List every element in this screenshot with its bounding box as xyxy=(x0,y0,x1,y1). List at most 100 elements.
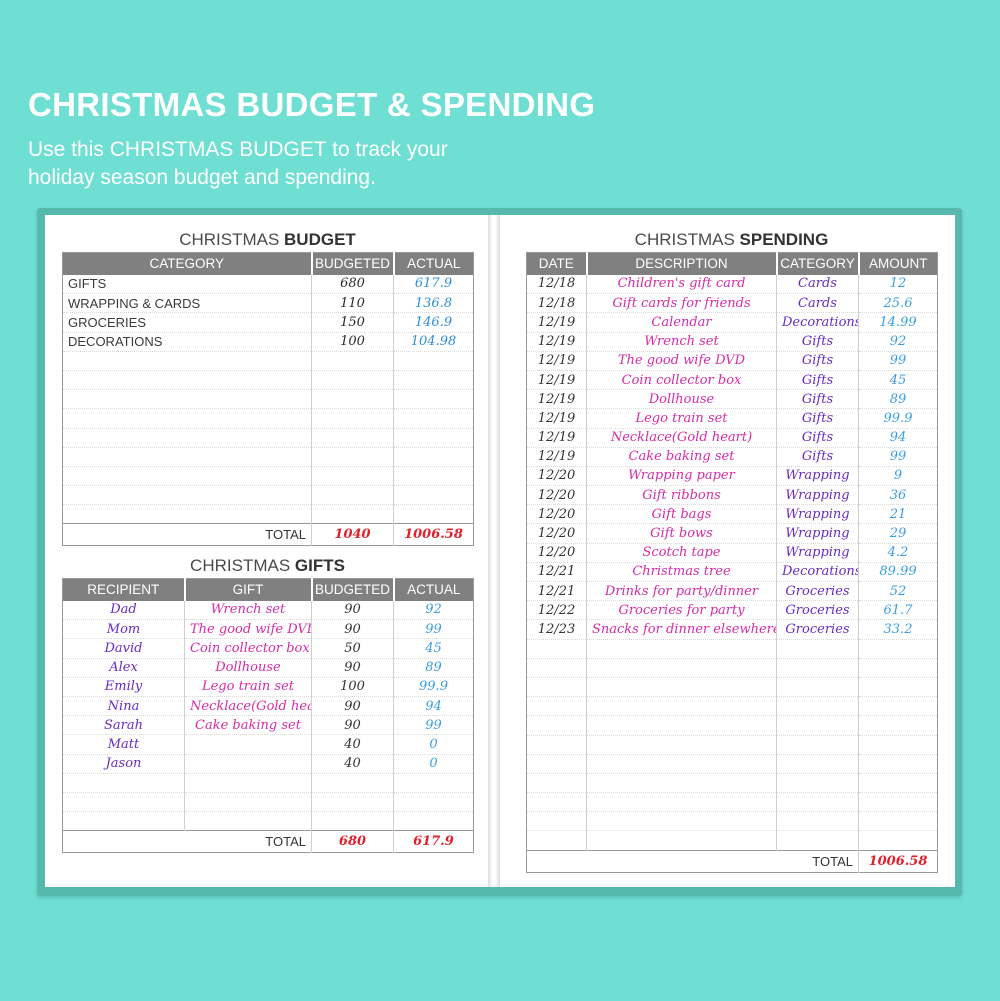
empty-cell xyxy=(526,830,587,851)
gift-item: Cake baking set xyxy=(184,715,312,736)
spending-title-prefix: CHRISTMAS xyxy=(634,230,740,249)
empty-cell xyxy=(62,408,312,429)
spending-category: Wrapping xyxy=(776,523,859,544)
spending-description: Dollhouse xyxy=(586,389,777,410)
empty-cell xyxy=(393,504,474,525)
empty-row xyxy=(62,408,474,429)
spending-description: Drinks for party/dinner xyxy=(586,581,777,602)
spending-description: Cake baking set xyxy=(586,447,777,467)
page-subtitle: Use this CHRISTMAS BUDGET to track your … xyxy=(28,136,548,192)
empty-cell xyxy=(393,773,474,793)
gift-item xyxy=(184,754,312,774)
spending-category: Gifts xyxy=(776,370,859,391)
gift-recipient: Alex xyxy=(62,658,185,678)
spending-date: 12/22 xyxy=(526,600,587,621)
spending-amount: 94 xyxy=(858,428,938,448)
empty-cell xyxy=(311,773,394,793)
gift-budgeted: 40 xyxy=(311,734,394,755)
spending-category: Gifts xyxy=(776,447,859,467)
spending-description: The good wife DVD xyxy=(586,351,777,371)
gift-actual: 99.9 xyxy=(393,677,474,697)
empty-cell xyxy=(586,754,777,774)
spending-date: 12/20 xyxy=(526,504,587,525)
empty-cell xyxy=(858,639,938,659)
spending-category: Wrapping xyxy=(776,543,859,563)
empty-cell xyxy=(586,830,777,851)
spending-description: Children's gift card xyxy=(586,274,777,295)
table-row: 12/22 Groceries for party Groceries 61.7 xyxy=(526,600,938,621)
table-row: 12/20 Scotch tape Wrapping 4.2 xyxy=(526,543,938,563)
spending-category: Wrapping xyxy=(776,485,859,506)
empty-cell xyxy=(776,677,859,698)
empty-cell xyxy=(184,811,312,832)
empty-cell xyxy=(858,773,938,794)
spending-amount: 99 xyxy=(858,447,938,467)
table-row: 12/19 Necklace(Gold heart) Gifts 94 xyxy=(526,428,938,448)
empty-cell xyxy=(586,792,777,813)
table-row: 12/18 Children's gift card Cards 12 xyxy=(526,274,938,295)
empty-cell xyxy=(776,773,859,794)
total-row: TOTAL 1006.58 xyxy=(526,849,938,873)
gift-budgeted: 90 xyxy=(311,658,394,678)
spending-date: 12/20 xyxy=(526,466,587,487)
table-header-row: DATE DESCRIPTION CATEGORY AMOUNT xyxy=(526,252,938,275)
empty-cell xyxy=(858,696,938,717)
table-row: 12/19 Lego train set Gifts 99.9 xyxy=(526,408,938,429)
empty-cell xyxy=(62,351,312,371)
empty-cell xyxy=(776,658,859,678)
spending-description: Calendar xyxy=(586,312,777,333)
empty-row xyxy=(62,351,474,371)
gift-actual: 99 xyxy=(393,715,474,736)
empty-cell xyxy=(393,351,474,371)
gifts-title-prefix: CHRISTMAS xyxy=(190,556,295,575)
spending-amount: 99 xyxy=(858,351,938,371)
spending-category: Gifts xyxy=(776,389,859,410)
empty-cell xyxy=(393,792,474,813)
budget-actual: 146.9 xyxy=(393,312,474,333)
empty-cell xyxy=(858,830,938,851)
empty-cell xyxy=(526,639,587,659)
spending-description: Coin collector box xyxy=(586,370,777,391)
empty-cell xyxy=(62,792,185,813)
total-label: TOTAL xyxy=(62,830,312,853)
spending-date: 12/20 xyxy=(526,523,587,544)
column-header: BUDGETED xyxy=(311,252,395,275)
empty-cell xyxy=(62,370,312,391)
gift-recipient: Mom xyxy=(62,619,185,640)
empty-row xyxy=(62,466,474,487)
spending-amount: 4.2 xyxy=(858,543,938,563)
table-row: GROCERIES 150 146.9 xyxy=(62,312,474,333)
gift-item xyxy=(184,734,312,755)
table-row: 12/21 Drinks for party/dinner Groceries 52 xyxy=(526,581,938,602)
empty-row xyxy=(526,715,938,736)
empty-cell xyxy=(393,370,474,391)
gift-actual: 99 xyxy=(393,619,474,640)
total-budgeted: 1040 xyxy=(311,523,394,546)
spending-amount: 89 xyxy=(858,389,938,410)
empty-cell xyxy=(858,792,938,813)
empty-cell xyxy=(858,735,938,755)
spending-category: Wrapping xyxy=(776,466,859,487)
gift-recipient: Emily xyxy=(62,677,185,697)
gifts-title: CHRISTMAS GIFTS xyxy=(62,556,473,576)
empty-cell xyxy=(586,677,777,698)
budget-actual: 617.9 xyxy=(393,274,474,295)
empty-cell xyxy=(526,715,587,736)
empty-cell xyxy=(62,773,185,793)
empty-cell xyxy=(62,428,312,448)
total-actual: 617.9 xyxy=(393,830,474,853)
table-row: Alex Dollhouse 90 89 xyxy=(62,658,474,678)
budget-category: GROCERIES xyxy=(62,312,312,333)
gift-recipient: Sarah xyxy=(62,715,185,736)
empty-cell xyxy=(586,735,777,755)
table-row: 12/20 Wrapping paper Wrapping 9 xyxy=(526,466,938,487)
spending-date: 12/19 xyxy=(526,389,587,410)
spending-date: 12/19 xyxy=(526,351,587,371)
gift-item: Coin collector box xyxy=(184,638,312,659)
spending-category: Gifts xyxy=(776,428,859,448)
gift-item: Wrench set xyxy=(184,600,312,621)
empty-row xyxy=(526,830,938,851)
empty-row xyxy=(62,389,474,410)
empty-cell xyxy=(776,715,859,736)
